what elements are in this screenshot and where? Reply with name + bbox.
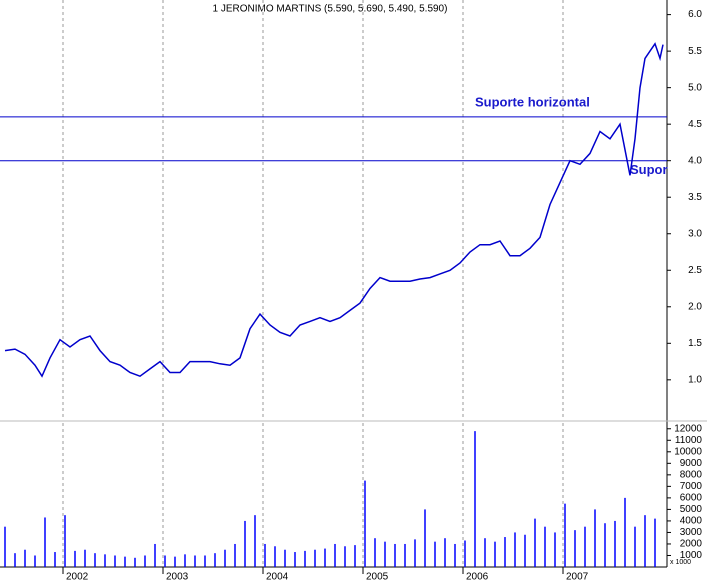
annotation: Supor bbox=[630, 162, 668, 177]
y-tick-label: 10000 bbox=[674, 446, 702, 457]
y-tick-label: 1000 bbox=[680, 550, 703, 561]
y-tick-label: 5.5 bbox=[688, 46, 702, 57]
y-tick-label: 5000 bbox=[680, 504, 703, 515]
y-tick-label: 4.5 bbox=[688, 119, 702, 130]
x-tick-label: 2006 bbox=[466, 572, 489, 582]
y-tick-label: 5.0 bbox=[688, 82, 702, 93]
x-tick-label: 2003 bbox=[166, 572, 189, 582]
y-tick-label: 2000 bbox=[680, 539, 703, 550]
y-tick-label: 9000 bbox=[680, 458, 703, 469]
y-tick-label: 4.0 bbox=[688, 155, 702, 166]
y-tick-label: 8000 bbox=[680, 469, 703, 480]
x-tick-label: 2007 bbox=[566, 572, 589, 582]
chart-title: 1 JERONIMO MARTINS (5.590, 5.690, 5.490,… bbox=[213, 4, 448, 15]
y-tick-label: 11000 bbox=[675, 435, 703, 446]
y-tick-label: 2.5 bbox=[688, 265, 702, 276]
y-tick-label: 2.0 bbox=[688, 301, 702, 312]
y-tick-label: 3.5 bbox=[688, 192, 702, 203]
y-tick-label: 3000 bbox=[680, 527, 703, 538]
x-tick-label: 2004 bbox=[266, 572, 289, 582]
x-tick-label: 2002 bbox=[66, 572, 89, 582]
y-tick-label: 3.0 bbox=[688, 228, 702, 239]
y-tick-label: 1.0 bbox=[688, 374, 702, 385]
y-tick-label: 6000 bbox=[680, 493, 703, 504]
x-tick-label: 2005 bbox=[366, 572, 389, 582]
y-tick-label: 4000 bbox=[680, 516, 703, 527]
y-tick-label: 12000 bbox=[674, 423, 702, 434]
annotation: Suporte horizontal bbox=[475, 94, 590, 109]
price-line bbox=[4, 42, 664, 378]
y-tick-label: 6.0 bbox=[688, 9, 702, 20]
y-axis-label: x 1000 bbox=[670, 559, 691, 566]
y-tick-label: 7000 bbox=[680, 481, 703, 492]
y-tick-label: 1.5 bbox=[688, 338, 702, 349]
